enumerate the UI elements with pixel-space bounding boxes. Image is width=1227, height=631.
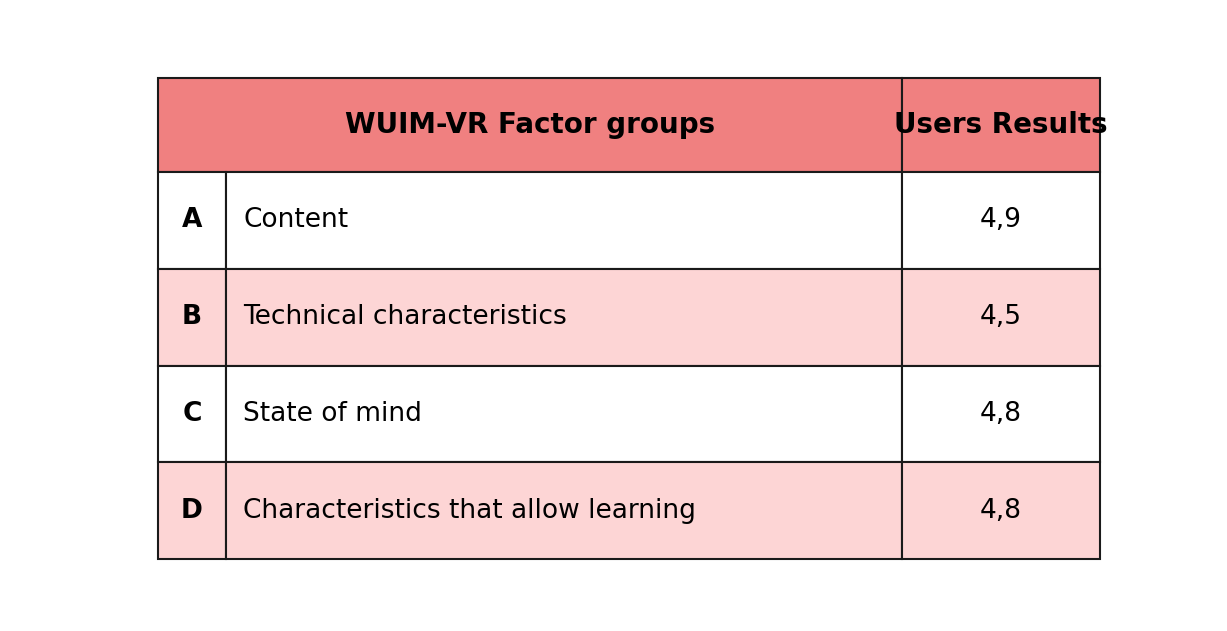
Bar bbox=[226, 269, 902, 365]
Text: Content: Content bbox=[243, 208, 348, 233]
Bar bbox=[158, 463, 226, 559]
Bar bbox=[902, 78, 1099, 172]
Text: A: A bbox=[182, 208, 202, 233]
Text: Characteristics that allow learning: Characteristics that allow learning bbox=[243, 498, 696, 524]
Bar bbox=[158, 269, 226, 365]
Bar bbox=[902, 365, 1099, 463]
Bar bbox=[226, 172, 902, 269]
Bar bbox=[158, 365, 226, 463]
Text: Technical characteristics: Technical characteristics bbox=[243, 304, 567, 330]
Bar bbox=[902, 172, 1099, 269]
Text: WUIM-VR Factor groups: WUIM-VR Factor groups bbox=[345, 111, 715, 139]
Bar bbox=[226, 365, 902, 463]
Bar bbox=[902, 269, 1099, 365]
Bar bbox=[158, 78, 902, 172]
Text: Users Results: Users Results bbox=[894, 111, 1108, 139]
Text: 4,5: 4,5 bbox=[979, 304, 1022, 330]
Text: State of mind: State of mind bbox=[243, 401, 422, 427]
Text: 4,8: 4,8 bbox=[979, 498, 1022, 524]
Text: C: C bbox=[183, 401, 201, 427]
Text: 4,8: 4,8 bbox=[979, 401, 1022, 427]
Bar bbox=[226, 463, 902, 559]
Bar bbox=[902, 463, 1099, 559]
Text: D: D bbox=[182, 498, 202, 524]
Text: B: B bbox=[182, 304, 202, 330]
Bar bbox=[158, 172, 226, 269]
Text: 4,9: 4,9 bbox=[979, 208, 1022, 233]
